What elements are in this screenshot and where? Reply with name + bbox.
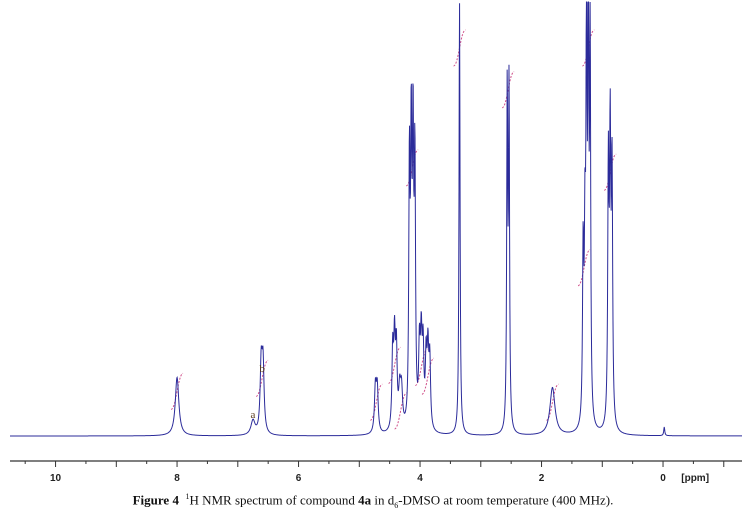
caption-nucleus-mass: 1	[185, 492, 190, 501]
x-axis-unit-label: [ppm]	[681, 473, 709, 484]
x-tick-label: 4	[417, 473, 423, 484]
caption-compound: 4a	[358, 492, 372, 508]
x-tick-label: 2	[539, 473, 545, 484]
x-axis: 10 8 6 4 2 0 [ppm]	[10, 460, 742, 484]
caption-figure-label: Figure 4	[132, 492, 179, 508]
integral-curve	[603, 153, 617, 191]
x-tick-label: 10	[50, 473, 62, 484]
integral-curve	[369, 383, 383, 421]
integral-curve	[255, 359, 269, 397]
integral-curve	[388, 346, 402, 384]
integral-curve	[577, 249, 591, 287]
peak-label-a: a	[251, 409, 256, 421]
integral-curve	[170, 372, 184, 410]
caption-text-end: -DMSO at room temperature (400 MHz).	[398, 492, 614, 508]
caption-solvent-subscript: 6	[394, 500, 399, 510]
integral-curve	[414, 349, 428, 387]
nmr-spectrum-plot: 10 8 6 4 2 0 [ppm] ab	[10, 1, 742, 484]
x-tick-label: 6	[296, 473, 302, 484]
x-axis-ticks: 10 8 6 4 2 0 [ppm]	[24, 461, 725, 484]
integral-curves	[170, 29, 617, 430]
x-tick-label: 8	[174, 473, 180, 484]
integral-curve	[421, 357, 435, 395]
peak-annotations: ab	[251, 363, 266, 421]
caption-text-before: H NMR spectrum of compound	[189, 492, 359, 508]
figure-caption: Figure 4 1H NMR spectrum of compound 4a …	[0, 492, 746, 510]
integral-curve	[501, 71, 515, 109]
integral-curve	[394, 392, 408, 430]
spectrum-trace	[10, 1, 742, 437]
peak-label-b: b	[259, 363, 265, 375]
caption-text-after: in d	[371, 492, 395, 508]
x-tick-label: 0	[660, 473, 666, 484]
integral-curve	[545, 383, 559, 421]
